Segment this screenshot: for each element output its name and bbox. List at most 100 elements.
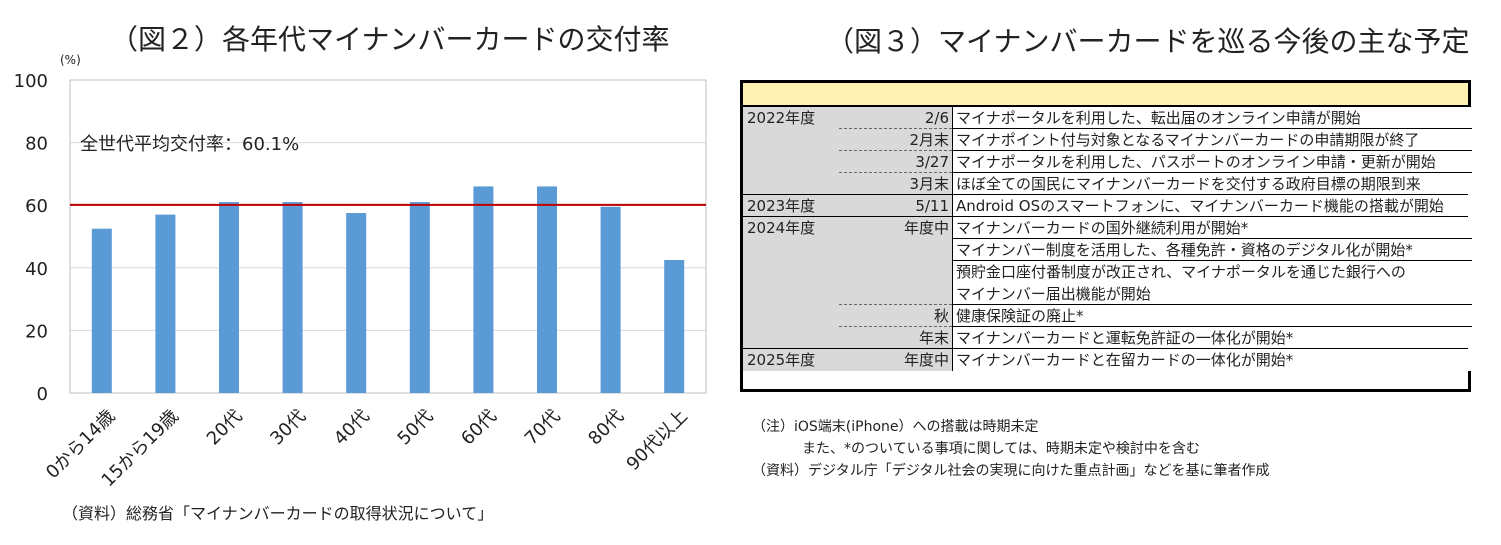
year-cell: 2025年度 (743, 349, 839, 371)
chart-panel: （図２）各年代マイナンバーカードの交付率 0 20 40 60 80 100 (%) 0から1… (0, 0, 730, 545)
x-tick-label: 50代 (394, 406, 438, 450)
bar (91, 228, 112, 393)
row-separator-dashed (839, 326, 952, 327)
event-cell: Android OSのスマートフォンに、マイナンバーカード機能の搭載が開始 (952, 195, 1472, 217)
event-cell: 健康保険証の廃止* (952, 305, 1472, 327)
year-label: 2022年度 (747, 109, 816, 127)
event-text: マイナポータルを利用した、パスポートのオンライン申請・更新が開始 (956, 153, 1436, 171)
bar (346, 213, 367, 393)
event-cell: マイナンバー制度を活用した、各種免許・資格のデジタル化が開始* (952, 239, 1472, 261)
bar (409, 202, 430, 393)
plot-area-frame (69, 79, 707, 394)
event-text: ほぼ全ての国民にマイナンバーカードを交付する政府目標の期限到来 (956, 175, 1421, 193)
schedule-title: （図３）マイナンバーカードを巡る今後の主な予定 (826, 25, 1470, 58)
date-label: 3/27 (915, 153, 949, 171)
bar (664, 259, 685, 393)
x-tick-label: 90代以上 (623, 406, 692, 475)
chart-title: （図２）各年代マイナンバーカードの交付率 (110, 23, 670, 56)
event-cell: マイナンバーカードと在留カードの一体化が開始* (952, 349, 1472, 371)
y-tick-label: 80 (25, 134, 48, 155)
event-cell: マイナポータルを利用した、転出届のオンライン申請が開始 (952, 107, 1472, 129)
event-text: 預貯金口座付番制度が改正され、マイナポータルを通じた銀行への (956, 263, 1406, 281)
date-cell: 3/27 (839, 151, 952, 173)
date-cell: 年度中 (839, 349, 952, 371)
date-cell: 2月末 (839, 129, 952, 151)
bar (219, 202, 239, 393)
y-tick-label: 100 (14, 71, 48, 92)
x-tick-label: 40代 (330, 406, 374, 450)
note-line-2: また、*のついている事項に関しては、時期未定や検討中を含む (802, 441, 1200, 457)
x-tick-label: 30代 (266, 406, 310, 450)
notes: （注）iOS端末(iPhone）への搭載は時期未定 また、*のついている事項に関… (752, 416, 1269, 482)
event-cell: 預貯金口座付番制度が改正され、マイナポータルを通じた銀行への マイナンバー届出機能… (952, 261, 1472, 305)
y-tick-label: 0 (37, 384, 48, 405)
date-label: 5/11 (915, 197, 949, 215)
date-cell: 5/11 (839, 195, 952, 217)
x-tick-label: 20代 (203, 406, 247, 450)
x-tick-label: 70代 (521, 406, 565, 450)
bar (600, 206, 621, 393)
y-tick-label: 20 (25, 321, 48, 342)
event-text: マイナンバー届出機能が開始 (956, 285, 1151, 303)
year-cell (743, 239, 839, 261)
event-text: 健康保険証の廃止* (956, 307, 1084, 325)
row-separator (952, 326, 1472, 327)
date-cell: 秋 (839, 305, 952, 327)
bar (473, 186, 494, 393)
date-cell (839, 239, 952, 261)
y-tick-label: 40 (25, 259, 48, 280)
row-separator (952, 238, 1472, 239)
bar (282, 202, 303, 393)
chart-source-note: （資料）総務省「マイナンバーカードの取得状況について」 (62, 504, 494, 523)
event-text: マイナンバーカードと在留カードの一体化が開始* (956, 351, 1294, 369)
event-text: マイナンバーカードの国外継続利用が開始* (956, 219, 1249, 237)
note-line-1: （注）iOS端末(iPhone）への搭載は時期未定 (752, 419, 1039, 435)
row-separator (952, 304, 1472, 305)
date-cell: 年度中 (839, 217, 952, 239)
x-tick-label: 60代 (457, 406, 501, 450)
row-separator (952, 260, 1472, 261)
event-cell: マイナンバーカードと運転免許証の一体化が開始* (952, 327, 1472, 349)
date-cell: 3月末 (839, 173, 952, 195)
row-separator-dashed (839, 172, 952, 173)
date-label: 3月末 (909, 175, 949, 193)
year-cell: 2024年度 (743, 217, 839, 239)
bar (537, 186, 557, 393)
schedule-panel: （図３）マイナンバーカードを巡る今後の主な予定 2022年度 2/6 マイナポータル… (730, 0, 1501, 545)
note-line-3: （資料）デジタル庁「デジタル社会の実現に向けた重点計画」などを基に筆者作成 (752, 463, 1270, 479)
bar (155, 214, 176, 393)
year-cell (743, 261, 839, 305)
event-text: マイナポータルを利用した、転出届のオンライン申請が開始 (956, 109, 1361, 127)
y-tick-label: 60 (25, 196, 48, 217)
year-cell: 2023年度 (743, 195, 839, 217)
date-label: 2/6 (924, 109, 949, 127)
year-label: 2023年度 (747, 197, 816, 215)
date-cell: 年末 (839, 327, 952, 349)
row-separator-dashed (839, 128, 952, 129)
date-cell (839, 261, 952, 305)
date-label: 年末 (918, 329, 949, 347)
date-cell: 2/6 (839, 107, 952, 129)
year-cell (743, 129, 839, 151)
year-cell (743, 327, 839, 349)
year-cell (743, 173, 839, 195)
event-text: マイナンバーカードと運転免許証の一体化が開始* (956, 329, 1294, 347)
average-label: 全世代平均交付率：60.1% (80, 134, 299, 155)
date-label: 2月末 (909, 131, 949, 149)
year-label: 2025年度 (747, 351, 816, 369)
schedule-table: 2022年度 2/6 マイナポータルを利用した、転出届のオンライン申請が開始 2月末マ… (740, 80, 1472, 392)
date-label: 年度中 (903, 351, 949, 369)
schedule-header-band (743, 83, 1468, 107)
year-cell (743, 305, 839, 327)
y-unit-label: (%) (60, 53, 81, 67)
event-cell: マイナンバーカードの国外継続利用が開始* (952, 217, 1472, 239)
row-separator-dashed (839, 304, 952, 305)
year-cell: 2022年度 (743, 107, 839, 129)
date-label: 秋 (933, 307, 949, 325)
row-separator (952, 150, 1472, 151)
row-separator-dashed (839, 150, 952, 151)
date-label: 年度中 (903, 219, 949, 237)
year-label: 2024年度 (747, 219, 816, 237)
event-text: Android OSのスマートフォンに、マイナンバーカード機能の搭載が開始 (956, 197, 1444, 215)
